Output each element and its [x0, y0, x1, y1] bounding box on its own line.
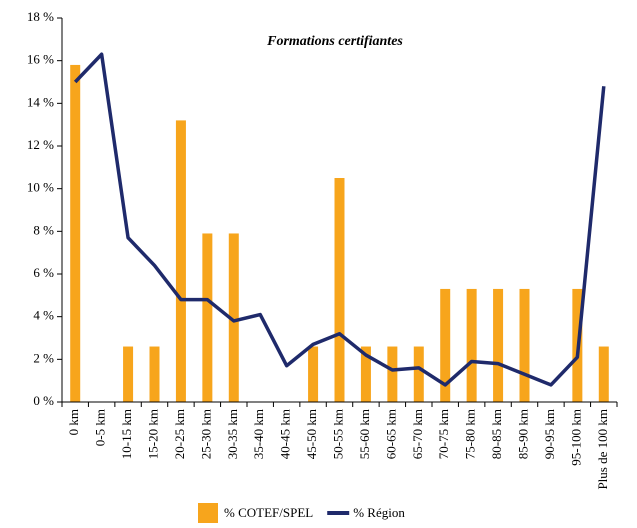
y-tick-label: 6 %: [33, 265, 54, 280]
x-tick-label: 45-50 km: [304, 409, 319, 459]
y-tick-label: 18 %: [27, 9, 54, 24]
x-tick-label: 15-20 km: [145, 409, 160, 459]
bar: [228, 233, 239, 402]
bar: [175, 120, 186, 403]
bar: [360, 346, 371, 402]
y-tick-label: 4 %: [33, 308, 54, 323]
x-tick-label: 50-55 km: [330, 409, 345, 459]
x-tick-label: 90-95 km: [542, 409, 557, 459]
y-tick-label: 10 %: [27, 180, 54, 195]
x-tick-label: 20-25 km: [172, 409, 187, 459]
x-tick-label: 0 km: [66, 409, 81, 435]
x-tick-label: 75-80 km: [463, 409, 478, 459]
x-tick-label: 65-70 km: [410, 409, 425, 459]
x-tick-label: 25-30 km: [198, 409, 213, 459]
x-tick-label: 70-75 km: [436, 409, 451, 459]
x-tick-label: 10-15 km: [119, 409, 134, 459]
bar: [387, 346, 398, 402]
bar: [149, 346, 160, 402]
bar: [202, 233, 213, 402]
y-tick-label: 0 %: [33, 393, 54, 408]
y-tick-label: 14 %: [27, 94, 54, 109]
legend-swatch: [198, 503, 218, 523]
x-tick-label: 40-45 km: [278, 409, 293, 459]
x-tick-label: 55-60 km: [357, 409, 372, 459]
bar: [123, 346, 134, 402]
chart-title: Formations certifiantes: [266, 34, 403, 49]
x-tick-label: 0-5 km: [93, 409, 108, 446]
legend-label: % Région: [353, 505, 405, 520]
bar: [334, 178, 345, 402]
y-tick-label: 16 %: [27, 52, 54, 67]
x-tick-label: Plus de 100 km: [595, 409, 610, 490]
x-tick-label: 85-90 km: [515, 409, 530, 459]
bar: [466, 288, 477, 402]
bar: [440, 288, 451, 402]
line: [73, 52, 606, 387]
legend-label: % COTEF/SPEL: [224, 505, 313, 520]
x-tick-label: 95-100 km: [568, 409, 583, 466]
bar: [519, 288, 530, 402]
x-tick-label: 30-35 km: [225, 409, 240, 459]
bar: [493, 288, 504, 402]
x-tick-label: 60-65 km: [383, 409, 398, 459]
bar: [308, 346, 319, 402]
y-tick-label: 8 %: [33, 222, 54, 237]
bar: [413, 346, 424, 402]
x-tick-label: 80-85 km: [489, 409, 504, 459]
y-tick-label: 12 %: [27, 137, 54, 152]
x-tick-label: 35-40 km: [251, 409, 266, 459]
y-tick-label: 2 %: [33, 350, 54, 365]
bar: [598, 346, 609, 402]
bar: [70, 64, 81, 402]
